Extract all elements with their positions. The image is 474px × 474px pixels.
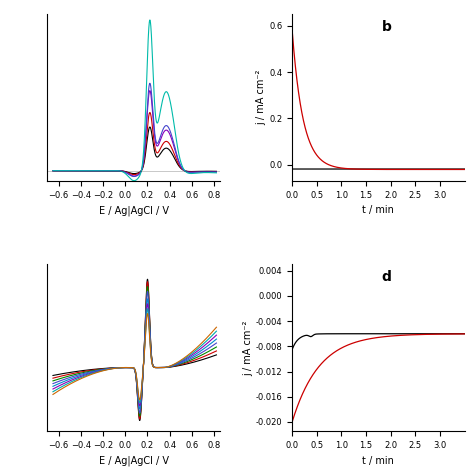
X-axis label: t / min: t / min [363, 456, 394, 465]
Y-axis label: j / mA cm⁻²: j / mA cm⁻² [256, 70, 266, 125]
X-axis label: t / min: t / min [363, 205, 394, 215]
Y-axis label: j / mA cm⁻²: j / mA cm⁻² [243, 320, 253, 375]
X-axis label: E / Ag|AgCl / V: E / Ag|AgCl / V [99, 205, 169, 216]
Text: b: b [382, 20, 392, 34]
X-axis label: E / Ag|AgCl / V: E / Ag|AgCl / V [99, 456, 169, 466]
Text: d: d [382, 270, 392, 284]
